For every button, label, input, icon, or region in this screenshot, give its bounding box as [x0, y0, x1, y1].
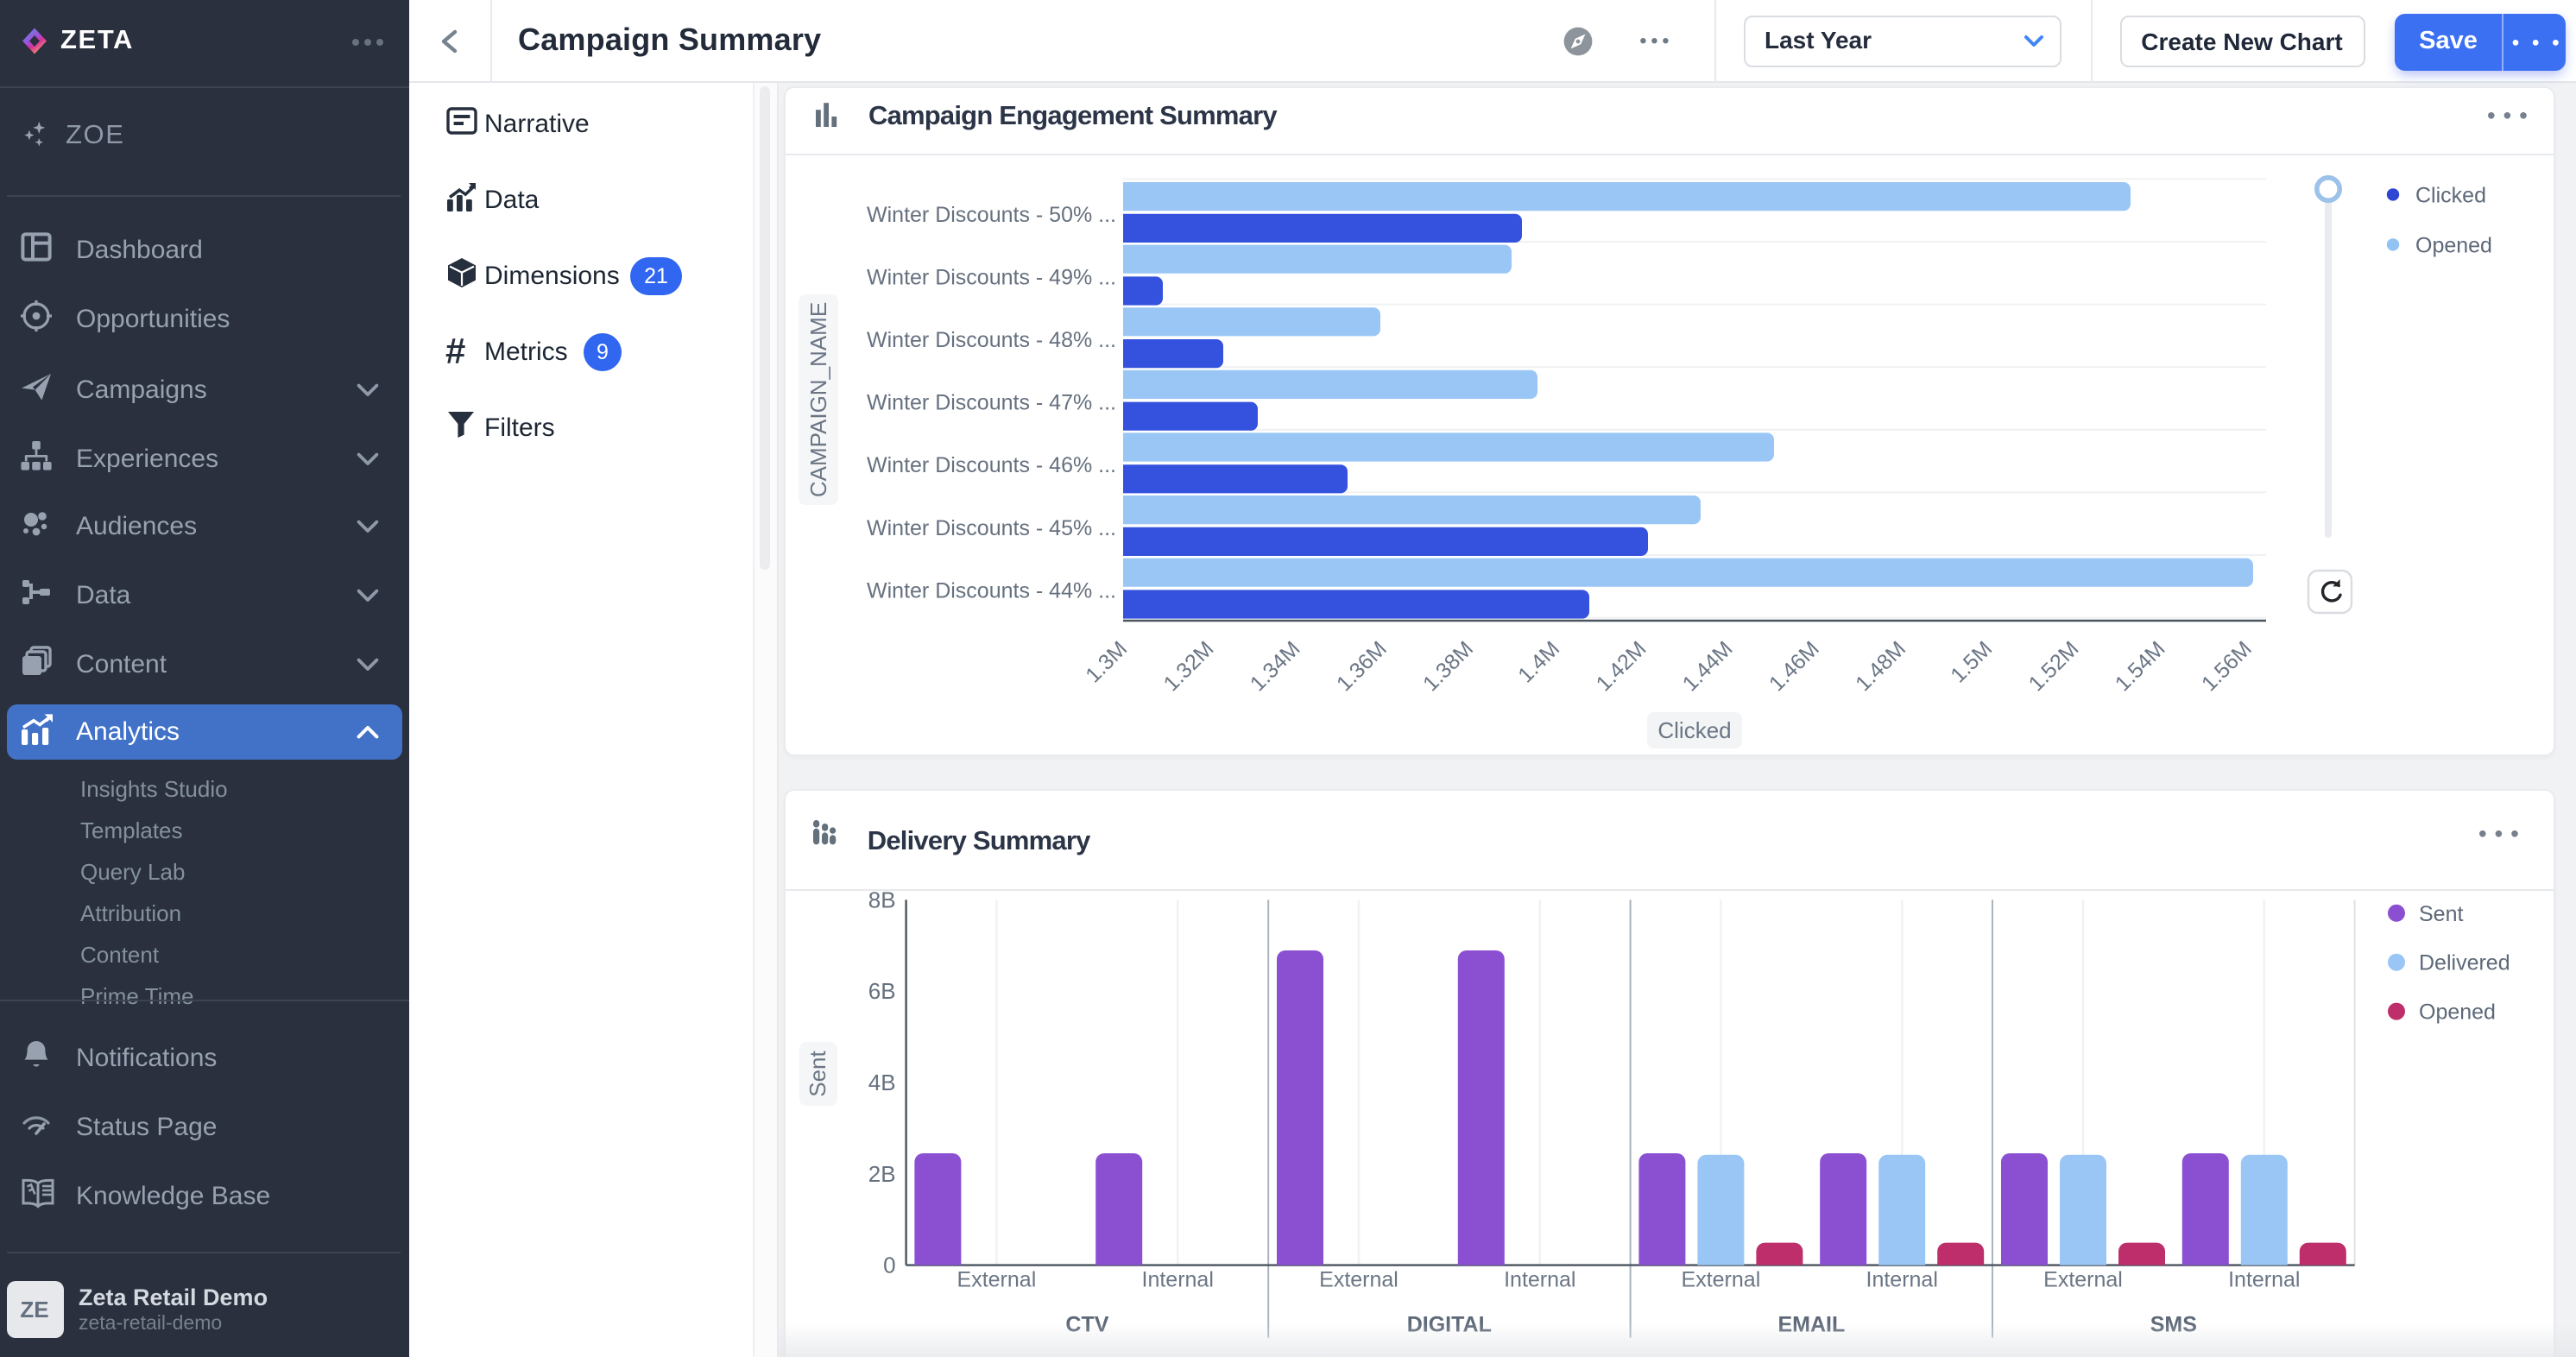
svg-text:Sent: Sent	[804, 1049, 830, 1095]
svg-text:1.46M: 1.46M	[1764, 635, 1823, 695]
svg-text:Internal: Internal	[1866, 1267, 1937, 1291]
svg-text:1.38M: 1.38M	[1417, 635, 1477, 695]
svg-text:CAMPAIGN_NAME: CAMPAIGN_NAME	[805, 301, 830, 496]
svg-text:Internal: Internal	[1503, 1267, 1575, 1291]
svg-text:External: External	[1681, 1267, 1760, 1291]
svg-text:Delivered: Delivered	[2418, 950, 2510, 975]
svg-text:External: External	[1318, 1267, 1398, 1291]
svg-text:Clicked: Clicked	[2415, 182, 2485, 206]
svg-text:Winter Discounts - 47% ...: Winter Discounts - 47% ...	[866, 390, 1115, 414]
svg-text:8B: 8B	[868, 886, 895, 912]
svg-text:External: External	[957, 1267, 1036, 1291]
svg-text:Clicked: Clicked	[1657, 716, 1730, 742]
svg-text:0: 0	[882, 1252, 894, 1278]
svg-text:1.42M: 1.42M	[1591, 635, 1651, 695]
svg-text:2B: 2B	[868, 1160, 895, 1186]
svg-text:4B: 4B	[868, 1069, 895, 1095]
svg-text:Opened: Opened	[2415, 232, 2491, 256]
svg-text:1.54M: 1.54M	[2110, 635, 2169, 695]
svg-text:1.44M: 1.44M	[1677, 635, 1737, 695]
svg-text:Winter Discounts - 49% ...: Winter Discounts - 49% ...	[866, 264, 1115, 288]
svg-text:1.48M: 1.48M	[1850, 635, 1910, 695]
svg-text:Internal: Internal	[2227, 1267, 2299, 1291]
svg-text:1.32M: 1.32M	[1159, 635, 1218, 695]
svg-text:1.5M: 1.5M	[1945, 635, 1996, 686]
svg-text:1.3M: 1.3M	[1080, 635, 1131, 686]
svg-text:Winter Discounts - 50% ...: Winter Discounts - 50% ...	[866, 202, 1115, 226]
svg-text:Internal: Internal	[1141, 1267, 1213, 1291]
svg-text:Opened: Opened	[2418, 1000, 2495, 1024]
svg-text:External: External	[2042, 1267, 2122, 1291]
svg-text:Winter Discounts - 48% ...: Winter Discounts - 48% ...	[866, 327, 1115, 351]
svg-text:Winter Discounts - 46% ...: Winter Discounts - 46% ...	[866, 452, 1115, 477]
svg-text:6B: 6B	[868, 977, 895, 1003]
svg-text:1.56M: 1.56M	[2196, 635, 2256, 695]
svg-text:1.36M: 1.36M	[1331, 635, 1391, 695]
svg-text:Winter Discounts - 44% ...: Winter Discounts - 44% ...	[866, 578, 1115, 602]
svg-text:Sent: Sent	[2418, 901, 2462, 925]
svg-text:1.34M: 1.34M	[1245, 635, 1304, 695]
svg-text:Winter Discounts - 45% ...: Winter Discounts - 45% ...	[866, 515, 1115, 540]
svg-text:1.4M: 1.4M	[1512, 635, 1563, 686]
svg-text:1.52M: 1.52M	[2024, 635, 2083, 695]
